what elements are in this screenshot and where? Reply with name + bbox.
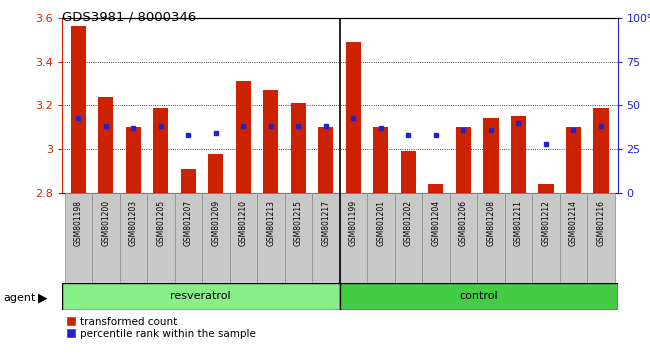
FancyBboxPatch shape xyxy=(92,193,120,285)
FancyBboxPatch shape xyxy=(285,193,312,285)
Bar xyxy=(593,108,608,193)
Bar xyxy=(153,108,168,193)
Text: GSM801208: GSM801208 xyxy=(486,200,495,246)
FancyBboxPatch shape xyxy=(504,193,532,285)
FancyBboxPatch shape xyxy=(312,193,339,285)
FancyBboxPatch shape xyxy=(532,193,560,285)
Text: GSM801204: GSM801204 xyxy=(432,200,441,246)
Text: ▶: ▶ xyxy=(38,292,47,304)
Text: GSM801201: GSM801201 xyxy=(376,200,385,246)
Bar xyxy=(318,127,333,193)
FancyBboxPatch shape xyxy=(367,193,395,285)
FancyBboxPatch shape xyxy=(229,193,257,285)
Bar xyxy=(484,119,499,193)
Text: GSM801213: GSM801213 xyxy=(266,200,276,246)
Bar xyxy=(125,127,141,193)
Text: GSM801199: GSM801199 xyxy=(349,200,358,246)
FancyBboxPatch shape xyxy=(422,193,450,285)
Text: GSM801203: GSM801203 xyxy=(129,200,138,246)
Text: GSM801198: GSM801198 xyxy=(73,200,83,246)
Text: GSM801214: GSM801214 xyxy=(569,200,578,246)
FancyBboxPatch shape xyxy=(175,193,202,285)
Bar xyxy=(511,116,526,193)
Bar xyxy=(181,169,196,193)
Bar xyxy=(428,184,443,193)
Bar xyxy=(566,127,581,193)
Text: GSM801212: GSM801212 xyxy=(541,200,551,246)
Text: GSM801205: GSM801205 xyxy=(156,200,165,246)
Bar xyxy=(373,127,389,193)
FancyBboxPatch shape xyxy=(395,193,422,285)
FancyBboxPatch shape xyxy=(202,193,229,285)
Bar xyxy=(208,154,224,193)
Bar xyxy=(538,184,554,193)
Bar xyxy=(98,97,113,193)
Text: GSM801202: GSM801202 xyxy=(404,200,413,246)
Text: GSM801215: GSM801215 xyxy=(294,200,303,246)
Bar xyxy=(71,27,86,193)
FancyBboxPatch shape xyxy=(477,193,504,285)
Text: GSM801209: GSM801209 xyxy=(211,200,220,246)
Text: GSM801211: GSM801211 xyxy=(514,200,523,246)
FancyBboxPatch shape xyxy=(64,193,92,285)
FancyBboxPatch shape xyxy=(62,283,339,310)
FancyBboxPatch shape xyxy=(257,193,285,285)
FancyBboxPatch shape xyxy=(587,193,615,285)
Text: GSM801217: GSM801217 xyxy=(321,200,330,246)
Bar xyxy=(346,42,361,193)
Bar xyxy=(456,127,471,193)
Legend: transformed count, percentile rank within the sample: transformed count, percentile rank withi… xyxy=(67,317,256,339)
FancyBboxPatch shape xyxy=(560,193,587,285)
Text: GSM801207: GSM801207 xyxy=(184,200,193,246)
Text: GDS3981 / 8000346: GDS3981 / 8000346 xyxy=(62,11,196,24)
FancyBboxPatch shape xyxy=(450,193,477,285)
Text: agent: agent xyxy=(3,293,36,303)
FancyBboxPatch shape xyxy=(120,193,147,285)
FancyBboxPatch shape xyxy=(339,283,618,310)
Text: GSM801206: GSM801206 xyxy=(459,200,468,246)
Bar xyxy=(291,103,306,193)
Text: GSM801216: GSM801216 xyxy=(597,200,606,246)
FancyBboxPatch shape xyxy=(147,193,175,285)
Text: GSM801210: GSM801210 xyxy=(239,200,248,246)
Text: GSM801200: GSM801200 xyxy=(101,200,111,246)
FancyBboxPatch shape xyxy=(339,193,367,285)
Text: control: control xyxy=(460,291,498,302)
Bar xyxy=(263,90,278,193)
Bar xyxy=(401,151,416,193)
Bar xyxy=(236,81,251,193)
Text: resveratrol: resveratrol xyxy=(170,291,231,302)
